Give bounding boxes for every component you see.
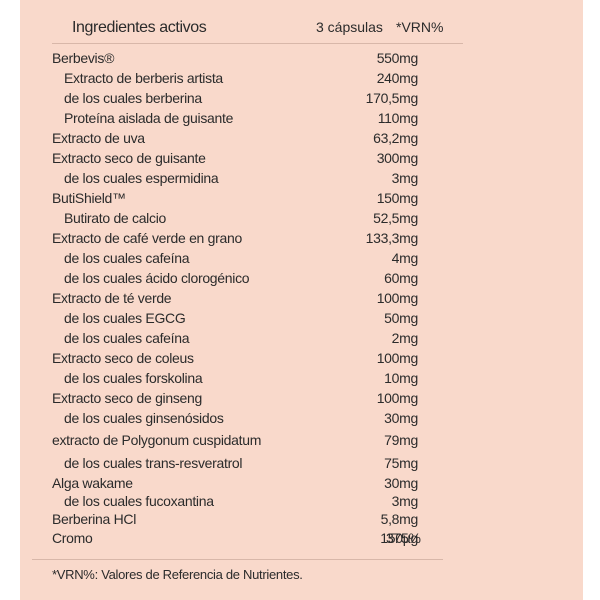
- ingredient-name: Extracto de café verde en grano: [52, 230, 242, 246]
- ingredient-name: Extracto seco de guisante: [52, 150, 206, 166]
- ingredient-quantity: 75mg: [384, 455, 418, 471]
- ingredient-name: Extracto seco de ginseng: [52, 390, 203, 406]
- table-row: de los cuales forskolina 10mg: [52, 370, 432, 388]
- ingredient-name: ButiShield™: [52, 190, 126, 206]
- table-row: ButiShield™ 150mg: [52, 190, 432, 208]
- table-row: Extracto seco de coleus 100mg: [52, 350, 432, 368]
- header-quantity: 3 cápsulas: [316, 19, 383, 35]
- ingredient-name: de los cuales cafeína: [64, 250, 190, 266]
- ingredient-quantity: 170,5mg: [365, 90, 419, 106]
- ingredient-name: de los cuales cafeína: [64, 330, 190, 346]
- ingredient-name: de los cuales berberina: [64, 90, 202, 106]
- ingredient-name: Extracto seco de coleus: [52, 350, 194, 366]
- ingredient-quantity: 4mg: [391, 250, 419, 266]
- ingredient-quantity: 100mg: [376, 350, 419, 366]
- table-row: Proteína aislada de guisante 110mg: [52, 110, 432, 128]
- table-row: de los cuales ginsenósidos 30mg: [52, 410, 432, 428]
- ingredient-quantity: 30mg: [384, 410, 418, 426]
- ingredient-name: de los cuales espermidina: [64, 170, 219, 186]
- ingredient-name: Extracto de uva: [52, 130, 145, 146]
- ingredient-quantity: 50mg: [384, 310, 418, 326]
- footer-divider: [32, 559, 443, 560]
- ingredient-quantity: 79mg: [384, 432, 418, 448]
- ingredient-quantity: 30mg: [384, 475, 418, 491]
- header-ingredients: Ingredientes activos: [72, 19, 207, 36]
- table-row: Extracto de té verde 100mg: [52, 290, 432, 308]
- ingredient-quantity: 2mg: [391, 330, 419, 346]
- ingredient-quantity: 63,2mg: [373, 130, 418, 146]
- header-vrn: *VRN%: [396, 19, 444, 35]
- table-row: Cromo 150µg 375%: [52, 530, 432, 548]
- table-row: Extracto seco de guisante 300mg: [52, 150, 432, 168]
- ingredient-name: Berbevis®: [52, 50, 115, 66]
- ingredient-quantity: 3mg: [391, 493, 419, 509]
- ingredient-quantity: 60mg: [384, 270, 418, 286]
- table-row: de los cuales cafeína 4mg: [52, 250, 432, 268]
- ingredient-quantity: 100mg: [376, 390, 419, 406]
- nutrition-panel: Ingredientes activos 3 cápsulas *VRN%: [20, 0, 583, 600]
- ingredient-name: Berberina HCl: [52, 511, 137, 527]
- table-row: Extracto de uva 63,2mg: [52, 130, 432, 148]
- ingredient-name: Proteína aislada de guisante: [64, 110, 234, 126]
- table-row: de los cuales cafeína 2mg: [52, 330, 432, 348]
- ingredient-name: Cromo: [52, 530, 93, 546]
- table-row: extracto de Polygonum cuspidatum 79mg: [52, 432, 432, 450]
- ingredient-quantity: 52,5mg: [373, 210, 418, 226]
- table-row: Extracto de berberis artista 240mg: [52, 70, 432, 88]
- ingredient-name: Butirato de calcio: [64, 210, 166, 226]
- ingredient-quantity: 300mg: [376, 150, 419, 166]
- ingredient-quantity: 133,3mg: [365, 230, 419, 246]
- ingredient-vrn: 375%: [386, 530, 421, 546]
- table-row: de los cuales ácido clorogénico 60mg: [52, 270, 432, 288]
- ingredient-quantity: 550mg: [376, 50, 419, 66]
- ingredient-name: de los cuales fucoxantina: [64, 493, 214, 509]
- ingredient-quantity: 110mg: [377, 110, 419, 126]
- ingredient-name: de los cuales forskolina: [64, 370, 203, 386]
- ingredient-quantity: 240mg: [376, 70, 419, 86]
- ingredient-quantity: 100mg: [376, 290, 419, 306]
- ingredient-name: extracto de Polygonum cuspidatum: [52, 432, 262, 448]
- ingredient-name: de los cuales trans-resveratrol: [64, 455, 243, 471]
- ingredient-name: de los cuales EGCG: [64, 310, 186, 326]
- ingredient-name: Alga wakame: [52, 475, 133, 491]
- table-row: Butirato de calcio 52,5mg: [52, 210, 432, 228]
- ingredient-name: de los cuales ginsenósidos: [64, 410, 224, 426]
- ingredient-name: Extracto de té verde: [52, 290, 172, 306]
- table-row: Berberina HCl 5,8mg: [52, 511, 432, 529]
- table-row: de los cuales trans-resveratrol 75mg: [52, 455, 432, 473]
- ingredient-quantity: 5,8mg: [380, 511, 419, 527]
- ingredient-name: de los cuales ácido clorogénico: [64, 270, 250, 286]
- ingredient-name: Extracto de berberis artista: [64, 70, 223, 86]
- table-row: Alga wakame 30mg: [52, 475, 432, 493]
- table-row: de los cuales EGCG 50mg: [52, 310, 432, 328]
- table-row: Extracto de café verde en grano 133,3mg: [52, 230, 432, 248]
- ingredient-quantity: 150µg: [380, 530, 418, 546]
- table-row: Berbevis® 550mg: [52, 50, 432, 68]
- table-row: Extracto seco de ginseng 100mg: [52, 390, 432, 408]
- footnote: *VRN%: Valores de Referencia de Nutrient…: [52, 567, 303, 582]
- ingredient-quantity: 3mg: [391, 170, 419, 186]
- table-row: de los cuales fucoxantina 3mg: [52, 493, 432, 511]
- table-row: de los cuales espermidina 3mg: [52, 170, 432, 188]
- table-header: Ingredientes activos 3 cápsulas *VRN%: [52, 16, 463, 44]
- table-row: de los cuales berberina 170,5mg: [52, 90, 432, 108]
- ingredient-quantity: 150mg: [376, 190, 419, 206]
- ingredient-quantity: 10mg: [384, 370, 418, 386]
